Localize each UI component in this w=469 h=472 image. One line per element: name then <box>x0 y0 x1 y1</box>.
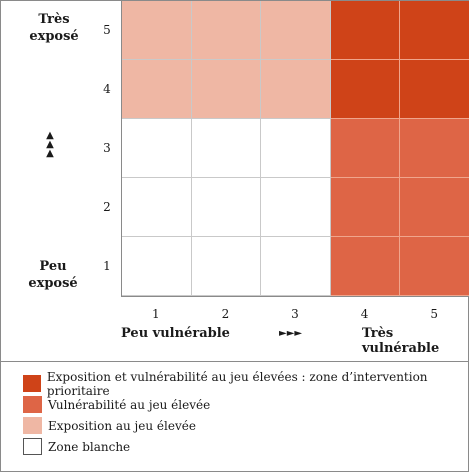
x-tick-label: 4 <box>360 307 369 321</box>
heatmap-cell <box>261 60 331 119</box>
legend-label: Zone blanche <box>48 439 131 454</box>
heatmap-cell <box>400 237 469 296</box>
legend-swatch <box>23 375 41 392</box>
x-axis-arrows: ►►► <box>279 328 303 339</box>
y-tick-label: 4 <box>103 81 111 96</box>
heatmap-cell <box>122 119 192 178</box>
heatmap-cell <box>400 119 469 178</box>
heatmap-cell <box>122 1 192 60</box>
heatmap-cell <box>400 1 469 60</box>
risk-matrix: Très exposé ▲ ▲ ▲ Peu exposé 5 4 3 2 1 1 2 3 4 5 P… <box>1 1 469 361</box>
legend-swatch <box>23 396 42 413</box>
legend-divider <box>1 361 468 362</box>
heatmap-cell <box>330 119 401 178</box>
heatmap-cell <box>261 1 331 60</box>
heatmap-cell <box>191 60 262 119</box>
y-tick-label: 5 <box>103 22 111 37</box>
y-axis-arrows: ▲ ▲ ▲ <box>46 130 54 159</box>
heatmap-cell <box>330 1 401 60</box>
heatmap-cell <box>330 237 401 296</box>
heatmap-cell <box>191 1 262 60</box>
legend-swatch <box>23 417 42 434</box>
heatmap-cell <box>122 60 192 119</box>
legend-label: Exposition au jeu élevée <box>48 418 196 433</box>
x-axis-left-label: Peu vulnérable <box>121 326 230 341</box>
heatmap-cell <box>191 178 262 237</box>
y-tick-label: 1 <box>103 258 111 273</box>
heatmap-cell <box>400 178 469 237</box>
y-axis-bottom-label: Peu exposé <box>28 259 78 291</box>
legend-label: Exposition et vulnérabilité au jeu élevé… <box>46 369 428 398</box>
y-tick-label: 3 <box>103 140 111 155</box>
x-tick-label: 1 <box>151 307 160 321</box>
x-tick-label: 2 <box>221 307 230 321</box>
heatmap-cell <box>261 178 331 237</box>
legend-item: Exposition au jeu élevée <box>23 415 468 436</box>
heatmap-cell <box>400 60 469 119</box>
heatmap-cell <box>330 178 401 237</box>
heatmap-cell <box>330 60 401 119</box>
x-tick-label: 3 <box>291 307 299 321</box>
x-axis-right-label: Très vulnérable <box>362 326 440 356</box>
heatmap-cell <box>122 237 192 296</box>
legend-label: Vulnérabilité au jeu élevée <box>48 397 211 412</box>
heatmap-cell <box>191 237 262 296</box>
heatmap-cell <box>122 178 192 237</box>
heatmap-grid <box>121 1 469 297</box>
y-axis-top-label: Très exposé <box>29 12 79 44</box>
y-tick-label: 2 <box>103 199 111 214</box>
x-tick-label: 5 <box>430 307 438 321</box>
legend-item: Exposition et vulnérabilité au jeu élevé… <box>23 370 468 398</box>
legend: Exposition et vulnérabilité au jeu élevé… <box>23 370 468 457</box>
legend-item: Vulnérabilité au jeu élevée <box>23 394 468 415</box>
heatmap-cell <box>191 119 262 178</box>
legend-swatch <box>23 438 42 455</box>
legend-item: Zone blanche <box>23 436 468 457</box>
heatmap-cell <box>261 119 331 178</box>
heatmap-cell <box>261 237 331 296</box>
